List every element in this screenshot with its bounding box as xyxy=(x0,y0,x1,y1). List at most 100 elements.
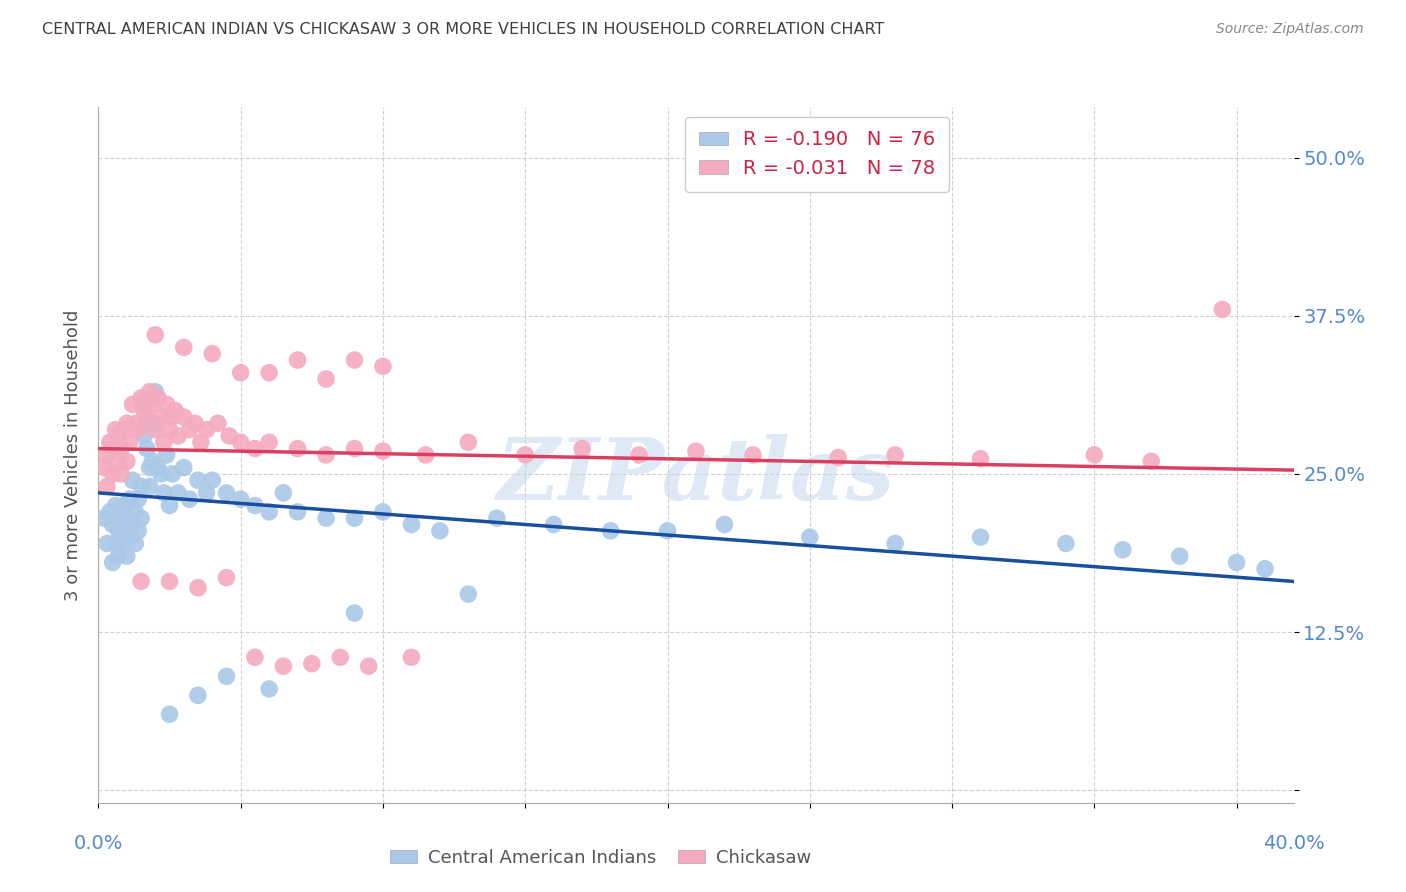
Point xyxy=(257,366,280,380)
Point xyxy=(129,391,152,405)
Point xyxy=(1211,302,1233,317)
Point xyxy=(124,505,146,519)
Point xyxy=(101,517,124,532)
Point xyxy=(112,530,135,544)
Point xyxy=(101,442,124,456)
Point xyxy=(118,530,141,544)
Point xyxy=(141,397,163,411)
Point xyxy=(127,524,149,538)
Point xyxy=(143,327,166,342)
Point xyxy=(343,353,366,368)
Point xyxy=(167,486,190,500)
Point xyxy=(156,397,179,411)
Point xyxy=(107,454,129,468)
Point xyxy=(195,486,218,500)
Point xyxy=(124,417,146,431)
Point xyxy=(93,511,115,525)
Point xyxy=(287,505,309,519)
Point xyxy=(156,448,179,462)
Point xyxy=(273,659,295,673)
Text: Source: ZipAtlas.com: Source: ZipAtlas.com xyxy=(1216,22,1364,37)
Point xyxy=(129,511,152,525)
Point xyxy=(150,467,173,481)
Point xyxy=(143,423,166,437)
Point xyxy=(143,384,166,399)
Point xyxy=(110,467,132,481)
Point xyxy=(273,486,295,500)
Point xyxy=(1226,556,1249,570)
Point xyxy=(179,423,201,437)
Point xyxy=(457,435,479,450)
Point xyxy=(132,397,155,411)
Point xyxy=(287,442,309,456)
Point xyxy=(112,499,135,513)
Point xyxy=(243,499,266,513)
Point xyxy=(104,536,127,550)
Point xyxy=(121,473,143,487)
Point xyxy=(257,435,280,450)
Point xyxy=(1140,454,1163,468)
Point xyxy=(138,460,160,475)
Point xyxy=(1112,542,1135,557)
Point xyxy=(153,486,176,500)
Point xyxy=(827,450,849,465)
Point xyxy=(357,659,380,673)
Point xyxy=(96,479,118,493)
Point xyxy=(215,669,238,683)
Point xyxy=(485,511,508,525)
Point xyxy=(301,657,323,671)
Point xyxy=(159,574,181,589)
Point xyxy=(371,444,394,458)
Point xyxy=(215,571,238,585)
Point xyxy=(315,448,337,462)
Point xyxy=(115,417,138,431)
Point xyxy=(207,417,229,431)
Point xyxy=(799,530,821,544)
Point xyxy=(148,460,170,475)
Point xyxy=(1054,536,1077,550)
Point xyxy=(243,650,266,665)
Point xyxy=(129,479,152,493)
Text: 0.0%: 0.0% xyxy=(73,834,124,853)
Point xyxy=(315,511,337,525)
Point xyxy=(101,556,124,570)
Y-axis label: 3 or more Vehicles in Household: 3 or more Vehicles in Household xyxy=(63,310,82,600)
Point xyxy=(184,417,207,431)
Point xyxy=(713,517,735,532)
Point xyxy=(215,486,238,500)
Point xyxy=(884,536,907,550)
Point xyxy=(141,454,163,468)
Point xyxy=(148,391,170,405)
Text: 40.0%: 40.0% xyxy=(1263,834,1324,853)
Point xyxy=(121,397,143,411)
Point xyxy=(115,454,138,468)
Point xyxy=(187,581,209,595)
Point xyxy=(229,435,252,450)
Point xyxy=(741,448,763,462)
Point xyxy=(104,423,127,437)
Point xyxy=(135,417,157,431)
Text: CENTRAL AMERICAN INDIAN VS CHICKASAW 3 OR MORE VEHICLES IN HOUSEHOLD CORRELATION: CENTRAL AMERICAN INDIAN VS CHICKASAW 3 O… xyxy=(42,22,884,37)
Point xyxy=(884,448,907,462)
Point xyxy=(118,435,141,450)
Point xyxy=(179,492,201,507)
Point xyxy=(657,524,679,538)
Point xyxy=(543,517,565,532)
Point xyxy=(315,372,337,386)
Point xyxy=(343,511,366,525)
Point xyxy=(401,517,423,532)
Point xyxy=(218,429,240,443)
Point xyxy=(104,499,127,513)
Point xyxy=(162,467,184,481)
Point xyxy=(229,366,252,380)
Point xyxy=(107,429,129,443)
Point xyxy=(150,409,173,424)
Point xyxy=(195,423,218,437)
Point xyxy=(115,549,138,563)
Point xyxy=(96,448,118,462)
Point xyxy=(685,444,707,458)
Point xyxy=(187,688,209,702)
Point xyxy=(162,409,184,424)
Point xyxy=(1254,562,1277,576)
Point xyxy=(107,549,129,563)
